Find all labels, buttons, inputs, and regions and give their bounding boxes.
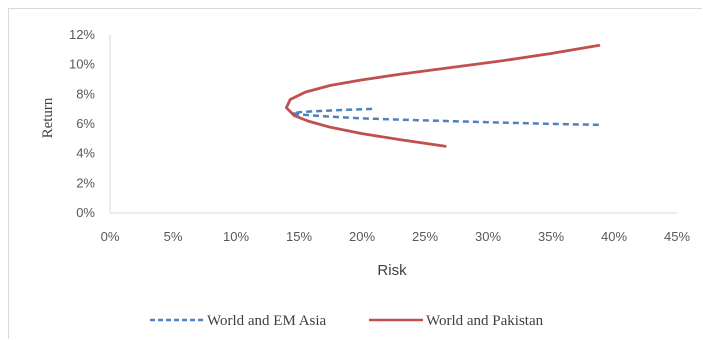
y-tick-label: 0% <box>76 205 95 220</box>
x-tick-label: 45% <box>664 229 690 244</box>
x-tick-label: 25% <box>412 229 438 244</box>
x-tick-label: 30% <box>475 229 501 244</box>
series-layer <box>284 44 601 148</box>
y-tick-label: 4% <box>76 146 95 161</box>
x-tick-label: 35% <box>538 229 564 244</box>
x-axis-title: Risk <box>377 262 407 279</box>
x-tick-label: 5% <box>164 229 183 244</box>
x-tick-label: 0% <box>101 229 120 244</box>
legend-label-world-pakistan: World and Pakistan <box>426 313 544 329</box>
y-axis-title: Return <box>40 97 56 138</box>
series-line-world-pakistan <box>284 44 601 148</box>
y-tick-labels: 0% 2% 4% 6% 8% 10% 12% <box>69 27 95 220</box>
x-tick-labels: 0% 5% 10% 15% 20% 25% 30% 35% 40% 45% <box>101 229 691 244</box>
y-tick-label: 12% <box>69 27 95 42</box>
legend-label-world-em-asia: World and EM Asia <box>207 313 327 329</box>
legend: World and EM Asia World and Pakistan <box>150 313 544 329</box>
axes <box>109 35 677 214</box>
x-tick-label: 20% <box>349 229 375 244</box>
y-tick-label: 8% <box>76 86 95 101</box>
chart-frame <box>8 8 702 339</box>
y-tick-label: 10% <box>69 57 95 72</box>
x-tick-label: 15% <box>286 229 312 244</box>
y-tick-label: 2% <box>76 175 95 190</box>
x-tick-label: 10% <box>223 229 249 244</box>
y-tick-label: 6% <box>76 116 95 131</box>
series-line-world-em-asia <box>291 107 601 127</box>
x-tick-label: 40% <box>601 229 627 244</box>
